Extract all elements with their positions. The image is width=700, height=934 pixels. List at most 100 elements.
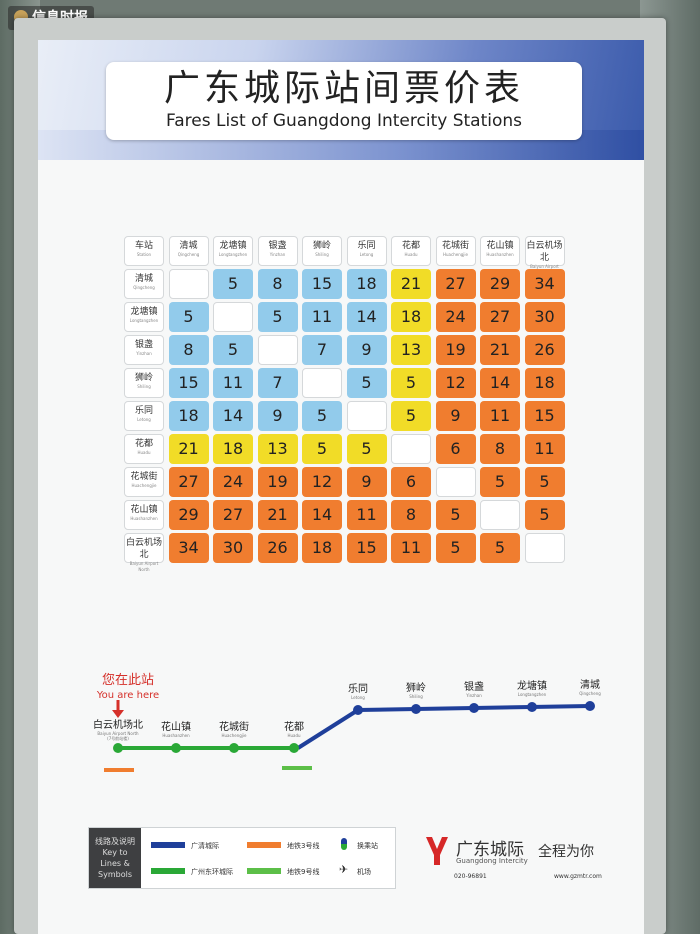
- row-header: 狮岭 Shiling: [124, 368, 164, 398]
- column-header: 花城街 Huachengjie: [435, 236, 476, 266]
- fare-cell: 18: [391, 302, 431, 332]
- fare-cell: 5: [524, 500, 565, 530]
- fare-cell: 14: [346, 302, 387, 332]
- fare-cell: 21: [391, 269, 431, 299]
- column-header-en: Shiling: [315, 252, 329, 257]
- you-are-here-label: 您在此站 You are here: [88, 673, 168, 703]
- fare-cell: 14: [302, 500, 342, 530]
- row-header-en: Huachengjie: [131, 483, 157, 488]
- legend-label-guangqing: 广清城际: [191, 842, 219, 850]
- website: www.gzmtr.com: [554, 873, 602, 880]
- fare-cell: 5: [480, 533, 520, 563]
- row-header-cn: 花城街: [130, 472, 158, 482]
- fare-cell: 5: [524, 467, 565, 497]
- column-header-cn: 白云机场北: [526, 241, 563, 263]
- fare-cell: 18: [524, 368, 565, 398]
- row-header: 龙塘镇 Longtangzhen: [124, 302, 164, 332]
- brand-block: 广东城际 Guangdong Intercity 全程为你 020-96891 …: [424, 833, 634, 883]
- station-label: 清城 Qingcheng: [560, 676, 620, 696]
- row-header-cn: 花都: [134, 439, 153, 449]
- fare-cell: 5: [435, 533, 476, 563]
- transfer-station-icon: [341, 838, 347, 850]
- fare-cell: 14: [480, 368, 520, 398]
- column-header: 龙塘镇 Longtangzhen: [213, 236, 253, 266]
- station-label-en: Shiling: [409, 694, 423, 699]
- legend-key-en-2: Lines &: [100, 859, 130, 868]
- fare-cell: 5: [391, 368, 431, 398]
- column-header-cn: 花都: [401, 241, 420, 251]
- fare-cell: 9: [435, 401, 476, 431]
- station-dot: [585, 701, 595, 711]
- column-header-cn: 花山镇: [486, 241, 514, 251]
- fare-cell: 15: [524, 401, 565, 431]
- legend-key-en-1: Key to: [102, 848, 128, 857]
- fare-cell: 21: [480, 335, 520, 365]
- station-label-cn: 狮岭: [406, 683, 426, 694]
- fare-cell: 18: [346, 269, 387, 299]
- legend-label-transfer: 换乘站: [357, 842, 378, 850]
- fare-cell: 19: [257, 467, 298, 497]
- row-header-cn: 银盏: [134, 340, 153, 350]
- fare-cell: 6: [435, 434, 476, 464]
- row-header: 白云机场北 Baiyun Airport North: [124, 533, 164, 572]
- fare-cell: 30: [524, 302, 565, 332]
- fare-cell: 11: [391, 533, 431, 563]
- row-header: 银盏 Yinzhan: [124, 335, 164, 365]
- title-chinese: 广东城际站间票价表: [163, 68, 524, 109]
- guangdong-intercity-logo-icon: [426, 837, 448, 865]
- station-label-cn: 白云机场北: [93, 720, 143, 731]
- row-header-cn: 白云机场北: [125, 538, 162, 560]
- row-header-en: Qingcheng: [133, 285, 155, 290]
- fare-cell: 5: [213, 269, 253, 299]
- legend-label-airport: 机场: [357, 868, 371, 876]
- column-header-en: Longtangzhen: [218, 252, 248, 257]
- row-header-en: Letong: [137, 417, 151, 422]
- row-header: 花城街 Huachengjie: [124, 467, 164, 497]
- column-header-cn: 乐同: [357, 241, 376, 251]
- fare-cell: 12: [435, 368, 476, 398]
- fare-cell: 5: [213, 335, 253, 365]
- column-header-cn: 龙塘镇: [219, 241, 247, 251]
- station-dot: [229, 743, 239, 753]
- table-corner-cn: 车站: [134, 241, 153, 251]
- fare-cell: 13: [257, 434, 298, 464]
- fare-cell: 24: [435, 302, 476, 332]
- fare-cell: [302, 368, 342, 398]
- fare-cell: 18: [213, 434, 253, 464]
- station-label-en: Huachengjie: [221, 733, 247, 738]
- legend-label-dongguan: 广州东环城际: [191, 868, 233, 876]
- legend-label-metro3: 地铁3号线: [287, 842, 320, 850]
- fare-cell: 27: [480, 302, 520, 332]
- fare-cell: 8: [480, 434, 520, 464]
- fare-cell: 5: [257, 302, 298, 332]
- station-label-cn: 花城街: [219, 722, 249, 733]
- fare-cell: 7: [257, 368, 298, 398]
- fare-cell: 8: [168, 335, 209, 365]
- station-label-cn: 花都: [284, 722, 304, 733]
- station-label: 花城街 Huachengjie: [204, 718, 264, 738]
- column-header-cn: 狮岭: [312, 241, 331, 251]
- fare-cell: 30: [213, 533, 253, 563]
- row-header-en: Yinzhan: [136, 351, 152, 356]
- fare-cell: 7: [302, 335, 342, 365]
- station-dot: [113, 743, 123, 753]
- fare-cell: [524, 533, 565, 563]
- fare-cell: 9: [257, 401, 298, 431]
- brand-name: 广东城际: [456, 840, 524, 860]
- fare-cell: 15: [302, 269, 342, 299]
- hotline-number: 020-96891: [454, 873, 487, 880]
- fare-cell: 18: [168, 401, 209, 431]
- route-map: [104, 700, 595, 772]
- row-header-en: Huashanzhen: [130, 516, 158, 521]
- fare-cell: [435, 467, 476, 497]
- station-label: 狮岭 Shiling: [386, 679, 446, 699]
- you-are-here-cn: 您在此站: [101, 673, 154, 688]
- station-dot: [289, 743, 299, 753]
- fare-cell: 14: [213, 401, 253, 431]
- fare-cell: 27: [213, 500, 253, 530]
- station-dot: [353, 705, 363, 715]
- station-label-en: Huadu: [287, 733, 301, 738]
- fare-cell: 11: [302, 302, 342, 332]
- column-header-en: Huadu: [404, 252, 418, 257]
